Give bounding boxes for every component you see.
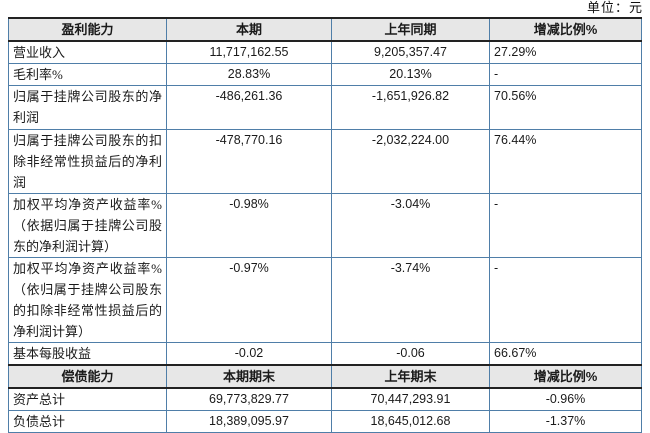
current-value: -0.02 <box>166 342 332 366</box>
change-value: 70.56% <box>489 85 642 130</box>
change-value: -0.96% <box>489 387 642 411</box>
metric-label: 加权平均净资产收益率%（依归属于挂牌公司股东的扣除非经常性损益后的净利润计算） <box>8 257 167 343</box>
prior-value: -2,032,224.00 <box>331 129 490 194</box>
change-ratio-header: 增减比例% <box>489 364 642 389</box>
current-value: 28.83% <box>166 63 332 86</box>
table-row-net-profit-excl-nonrecurring: 归属于挂牌公司股东的扣除非经常性损益后的净利润 -478,770.16 -2,0… <box>8 129 642 194</box>
change-value: 76.44% <box>489 129 642 194</box>
change-value: - <box>489 63 642 86</box>
prior-value: 9,205,357.47 <box>331 40 490 64</box>
prior-period-end-header: 上年期末 <box>331 364 490 389</box>
current-period-end-header: 本期期末 <box>166 364 332 389</box>
current-period-header: 本期 <box>166 17 332 42</box>
change-value: 66.67% <box>489 342 642 366</box>
table-row-basic-eps: 基本每股收益 -0.02 -0.06 66.67% <box>8 342 642 366</box>
current-value: 18,389,095.97 <box>166 410 332 433</box>
current-value: -0.98% <box>166 193 332 258</box>
prior-value: -0.06 <box>331 342 490 366</box>
table-row-revenue: 营业收入 11,717,162.55 9,205,357.47 27.29% <box>8 40 642 64</box>
metric-label: 资产总计 <box>8 387 167 411</box>
table-row-weighted-roe-excl-nonrecurring: 加权平均净资产收益率%（依归属于挂牌公司股东的扣除非经常性损益后的净利润计算） … <box>8 257 642 343</box>
solvency-section-title: 偿债能力 <box>8 364 167 389</box>
metric-label: 加权平均净资产收益率%（依据归属于挂牌公司股东的净利润计算） <box>8 193 167 258</box>
financial-metrics-table: 盈利能力 本期 上年同期 增减比例% 营业收入 11,717,162.55 9,… <box>8 17 642 433</box>
change-value: -1.37% <box>489 410 642 433</box>
prior-value: 18,645,012.68 <box>331 410 490 433</box>
metric-label: 归属于挂牌公司股东的净利润 <box>8 85 167 130</box>
table-row-weighted-roe: 加权平均净资产收益率%（依据归属于挂牌公司股东的净利润计算） -0.98% -3… <box>8 193 642 258</box>
table-row-total-assets: 资产总计 69,773,829.77 70,447,293.91 -0.96% <box>8 387 642 411</box>
prior-value: -1,651,926.82 <box>331 85 490 130</box>
unit-label: 单位：元 <box>586 0 643 15</box>
financial-report-page: 单位：元 盈利能力 本期 上年同期 增减比例% 营业收入 11,717,162.… <box>8 0 643 433</box>
profitability-header-row: 盈利能力 本期 上年同期 增减比例% <box>8 17 642 42</box>
change-ratio-header: 增减比例% <box>489 17 642 42</box>
current-value: 69,773,829.77 <box>166 387 332 411</box>
current-value: -0.97% <box>166 257 332 343</box>
metric-label: 营业收入 <box>8 40 167 64</box>
prior-period-header: 上年同期 <box>331 17 490 42</box>
current-value: -478,770.16 <box>166 129 332 194</box>
prior-value: -3.04% <box>331 193 490 258</box>
metric-label: 毛利率% <box>8 63 167 86</box>
change-value: - <box>489 193 642 258</box>
change-value: - <box>489 257 642 343</box>
table-row-net-profit: 归属于挂牌公司股东的净利润 -486,261.36 -1,651,926.82 … <box>8 85 642 130</box>
prior-value: 70,447,293.91 <box>331 387 490 411</box>
prior-value: 20.13% <box>331 63 490 86</box>
metric-label: 基本每股收益 <box>8 342 167 366</box>
metric-label: 负债总计 <box>8 410 167 433</box>
metric-label: 归属于挂牌公司股东的扣除非经常性损益后的净利润 <box>8 129 167 194</box>
table-row-gross-margin: 毛利率% 28.83% 20.13% - <box>8 63 642 86</box>
solvency-header-row: 偿债能力 本期期末 上年期末 增减比例% <box>8 364 642 389</box>
current-value: 11,717,162.55 <box>166 40 332 64</box>
change-value: 27.29% <box>489 40 642 64</box>
prior-value: -3.74% <box>331 257 490 343</box>
table-row-total-liabilities: 负债总计 18,389,095.97 18,645,012.68 -1.37% <box>8 410 642 433</box>
current-value: -486,261.36 <box>166 85 332 130</box>
profitability-section-title: 盈利能力 <box>8 17 167 42</box>
